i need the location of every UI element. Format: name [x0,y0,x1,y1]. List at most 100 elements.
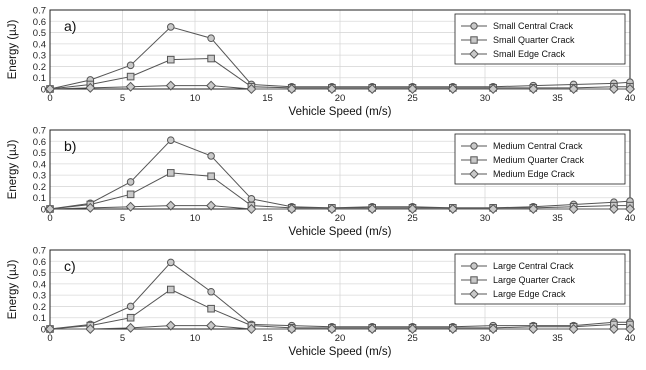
x-tick-label: 20 [335,333,346,344]
series-line [49,26,631,90]
legend-marker [469,49,479,59]
data-point [207,152,215,160]
data-point [367,83,378,95]
series-line [49,172,630,210]
y-tick-label: 0 [41,205,46,216]
y-tick-label: 0 [41,325,46,336]
x-tick-label: 30 [480,333,491,344]
data-point [608,83,619,95]
series-line [50,325,630,330]
data-point [166,136,175,144]
data-point [126,178,135,186]
data-point [44,83,56,95]
series-line [49,139,631,210]
panel-label: c) [64,258,76,274]
data-point [568,323,579,335]
data-point [126,61,135,70]
y-tick-label: 0.2 [33,62,46,73]
data-point [407,323,418,335]
series-line [49,85,630,90]
series-line [49,261,630,330]
y-tick-label: 0.2 [33,182,46,193]
y-tick-label: 0.4 [33,39,46,50]
x-tick-label: 35 [552,93,563,104]
legend-box [454,13,626,65]
data-point [407,203,418,215]
x-tick-label: 5 [120,93,125,104]
data-point [326,203,337,215]
data-point [326,83,337,95]
legend-marker [470,142,478,150]
data-point [528,323,539,335]
x-tick-label: 35 [552,213,563,224]
x-tick-label: 40 [625,93,636,104]
data-point [165,320,176,331]
x-axis-label: Vehicle Speed (m/s) [289,106,392,118]
data-point [44,323,56,335]
y-tick-label: 0.3 [33,171,46,182]
data-point [367,323,378,335]
data-point [246,203,257,215]
panel-label: b) [64,138,76,154]
data-point [608,203,619,215]
x-tick-label: 30 [480,93,491,104]
y-tick-label: 0.1 [33,73,46,84]
data-point [286,83,297,95]
data-point [624,83,636,95]
legend-label: Medium Edge Crack [493,169,575,179]
legend-label: Medium Quarter Crack [493,155,585,165]
legend-marker [470,36,478,44]
data-point [126,72,135,81]
data-point [447,323,458,335]
data-point [447,203,458,215]
data-point [488,323,499,335]
data-point [207,287,215,296]
legend-marker [469,169,479,179]
x-tick-label: 40 [625,333,636,344]
y-tick-label: 0.1 [33,193,46,204]
series-line [49,205,630,210]
y-axis-label: Energy (µJ) [7,19,19,79]
panel-label: a) [64,18,76,34]
data-point [367,203,378,215]
x-tick-label: 25 [407,93,418,104]
x-tick-label: 10 [190,213,201,224]
y-tick-label: 0.5 [33,148,46,159]
y-tick-label: 0.4 [33,159,46,170]
y-axis-label: Energy (µJ) [7,259,19,319]
y-tick-label: 0.4 [33,279,46,290]
data-point [166,169,175,177]
data-point [286,323,297,335]
x-tick-label: 5 [120,333,125,344]
data-point [206,80,217,91]
legend: Medium Central Crack Medium Quarter Crack… [454,133,626,185]
data-point [568,203,579,215]
data-point [166,23,175,31]
data-point [206,200,217,211]
series-3 [44,320,636,335]
x-tick-label: 0 [47,333,52,344]
data-point [407,83,418,95]
data-point [166,285,175,294]
legend-marker [470,276,478,284]
x-tick-label: 5 [120,213,125,224]
series-line [49,288,630,330]
y-tick-label: 0.2 [33,302,46,313]
data-point [528,203,539,215]
x-tick-label: 10 [190,333,201,344]
data-point [326,323,337,335]
data-point [165,200,176,211]
x-tick-label: 0 [47,93,52,104]
data-point [44,203,56,215]
chart-panel-2: 00.10.20.30.40.50.60.7 0 5 10 15 20 25 30 35 40 Ve… [7,126,635,239]
data-point [207,172,215,181]
x-tick-label: 15 [262,93,273,104]
data-point [447,83,458,95]
x-tick-label: 20 [335,93,346,104]
data-point [85,82,96,93]
legend-box [454,253,626,305]
legend-label: Large Quarter Crack [493,275,576,285]
legend-label: Large Edge Crack [493,289,566,299]
legend-label: Medium Central Crack [493,141,583,151]
y-tick-label: 0.7 [33,246,46,257]
